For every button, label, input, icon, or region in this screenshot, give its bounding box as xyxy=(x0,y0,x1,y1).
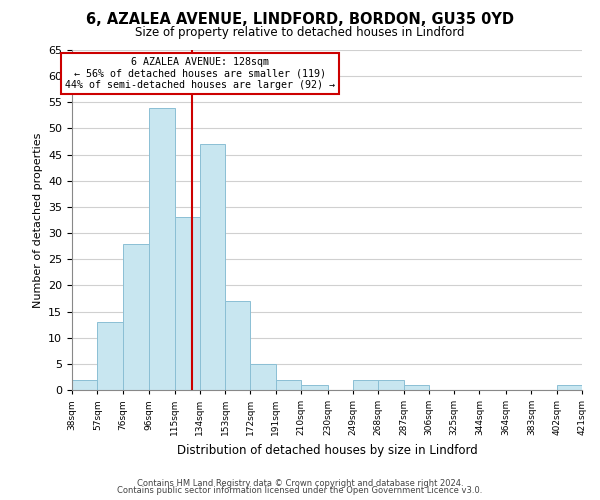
Text: 6, AZALEA AVENUE, LINDFORD, BORDON, GU35 0YD: 6, AZALEA AVENUE, LINDFORD, BORDON, GU35… xyxy=(86,12,514,28)
Bar xyxy=(378,380,404,390)
Y-axis label: Number of detached properties: Number of detached properties xyxy=(32,132,43,308)
Text: Size of property relative to detached houses in Lindford: Size of property relative to detached ho… xyxy=(135,26,465,39)
Bar xyxy=(175,218,200,390)
Bar xyxy=(225,301,250,390)
Bar xyxy=(122,244,149,390)
Bar xyxy=(404,385,429,390)
Bar xyxy=(353,380,378,390)
Bar xyxy=(276,380,301,390)
Bar xyxy=(97,322,122,390)
X-axis label: Distribution of detached houses by size in Lindford: Distribution of detached houses by size … xyxy=(176,444,478,456)
Bar xyxy=(200,144,225,390)
Bar xyxy=(301,385,328,390)
Bar xyxy=(72,380,97,390)
Text: 6 AZALEA AVENUE: 128sqm
← 56% of detached houses are smaller (119)
44% of semi-d: 6 AZALEA AVENUE: 128sqm ← 56% of detache… xyxy=(65,57,335,90)
Text: Contains public sector information licensed under the Open Government Licence v3: Contains public sector information licen… xyxy=(118,486,482,495)
Text: Contains HM Land Registry data © Crown copyright and database right 2024.: Contains HM Land Registry data © Crown c… xyxy=(137,478,463,488)
Bar xyxy=(250,364,276,390)
Bar xyxy=(557,385,582,390)
Bar xyxy=(149,108,175,390)
